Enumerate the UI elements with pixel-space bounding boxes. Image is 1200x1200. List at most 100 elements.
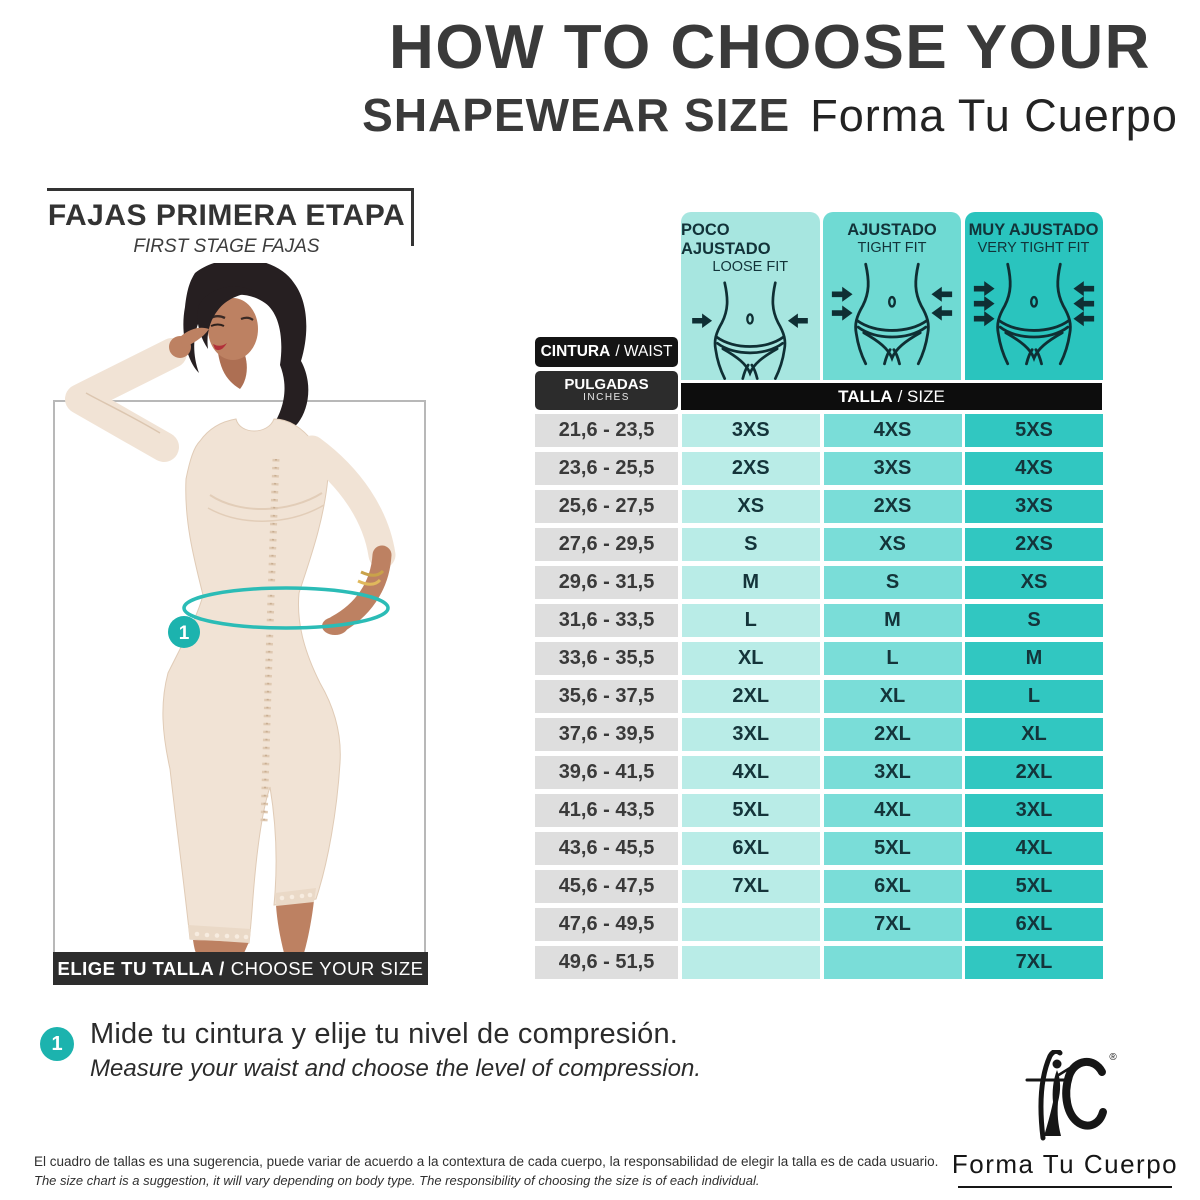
waist-range-cell: 49,6 - 51,5 [535,946,678,979]
waist-header-box: CINTURA / WAIST [535,337,678,367]
waist-range-cell: 39,6 - 41,5 [535,756,678,789]
waist-range-cell: 45,6 - 47,5 [535,870,678,903]
waist-range-cell: 31,6 - 33,5 [535,604,678,637]
size-cell: XS [965,566,1103,599]
size-cell: XL [965,718,1103,751]
size-cell: 4XL [681,756,820,789]
step-1-text-es: Mide tu cintura y elije tu nivel de comp… [90,1018,679,1050]
footer-logo: ® Forma Tu Cuerpo [950,1048,1180,1188]
disclaimer-en: The size chart is a suggestion, it will … [34,1172,760,1188]
fit-panel-loose-fit: POCO AJUSTADO LOOSE FIT [681,212,820,380]
disclaimer: El cuadro de tallas es una sugerencia, p… [34,1152,938,1190]
fingers [180,327,209,348]
fit-label-en: LOOSE FIT [712,258,789,275]
waist-header-es: CINTURA [540,343,611,360]
waist-range-cell: 27,6 - 29,5 [535,528,678,561]
size-cell: 2XS [823,490,962,523]
lace-scallops [194,892,313,940]
lace-trim-back [275,888,316,906]
front-shin [193,940,249,953]
size-cell: L [823,642,962,675]
fit-panels: POCO AJUSTADO LOOSE FIT AJUSTADO TIGHT FIT… [681,212,1103,380]
size-cell: 6XL [823,870,962,903]
size-cell: 7XL [681,870,820,903]
size-cell: 5XL [965,870,1103,903]
eyebrow-2 [240,316,254,321]
size-cell: 4XL [823,794,962,827]
size-cell: 2XS [965,528,1103,561]
size-cell: S [681,528,820,561]
fit-label-es: POCO AJUSTADO [681,221,771,258]
fit-panel-very-tight-fit: MUY AJUSTADO VERY TIGHT FIT [964,212,1103,380]
compression-torso-icon [692,281,809,380]
size-cell: L [681,604,820,637]
sleeve-seam [85,392,161,434]
size-cell: 3XL [965,794,1103,827]
fajas-subheading: FIRST STAGE FAJAS [133,236,320,257]
measure-badge [168,616,200,648]
size-cell: 7XL [965,946,1103,979]
waist-range-cell: 29,6 - 31,5 [535,566,678,599]
waist-range-cell: 41,6 - 43,5 [535,794,678,827]
hair [183,263,309,434]
size-table-rows: 21,6 - 23,5 3XS 4XS 5XS 23,6 - 25,5 2XS 3XS 4XS… [535,414,1103,979]
compression-torso-icon [973,262,1094,365]
size-cell: XL [823,680,962,713]
size-cell: M [823,604,962,637]
bracelet [360,569,385,577]
face [208,298,258,360]
bracelet-2 [357,578,382,586]
title-shapewear-size: SHAPEWEAR SIZE [362,89,791,142]
size-cell: 5XL [681,794,820,827]
caption-bold: ELIGE TU TALLA / [57,957,225,979]
footer-brand-text: Forma Tu Cuerpo [951,1149,1179,1179]
units-box: PULGADAS INCHES [535,371,678,410]
measure-badge-number: 1 [179,623,190,644]
eye [210,323,225,327]
size-cell [681,908,820,941]
size-cell: XS [681,490,820,523]
divider-horizontal [47,188,413,191]
lips [213,343,227,351]
waist-range-cell: 35,6 - 37,5 [535,680,678,713]
size-cell [681,946,820,979]
size-cell: L [965,680,1103,713]
size-cell: 7XL [823,908,962,941]
size-cell: 3XS [681,414,820,447]
fit-panel-tight-fit: AJUSTADO TIGHT FIT [823,212,961,380]
underbust-seam [207,504,325,522]
fit-label-en: VERY TIGHT FIT [977,239,1090,256]
size-cell: 4XS [823,414,962,447]
waist-header-en: / WAIST [615,343,673,360]
logo-f-stroke [1038,1048,1063,1141]
fit-label-es: MUY AJUSTADO [968,221,1099,239]
waist-range-cell: 43,6 - 45,5 [535,832,678,865]
size-header-en: / SIZE [897,386,945,406]
size-cell: 4XS [965,452,1103,485]
size-cell: M [681,566,820,599]
logo-c-stroke [1062,1058,1107,1130]
step-1-badge: 1 [40,1027,74,1061]
size-cell: 2XL [965,756,1103,789]
step-1-number: 1 [51,1032,63,1055]
size-header-bar: TALLA / SIZE [681,383,1102,410]
units-es: PULGADAS [564,376,649,394]
size-cell: S [823,566,962,599]
neck [218,353,247,389]
bust-seam [209,492,323,510]
choose-size-caption: ELIGE TU TALLA / CHOOSE YOUR SIZE [53,952,428,985]
model-illustration: 1 [65,263,396,953]
size-cell: 2XL [681,680,820,713]
waist-range-cell: 47,6 - 49,5 [535,908,678,941]
waist-range-cell: 33,6 - 35,5 [535,642,678,675]
size-cell: 3XL [681,718,820,751]
size-cell: 2XS [681,452,820,485]
size-cell: 6XL [681,832,820,865]
disclaimer-es: El cuadro de tallas es una sugerencia, p… [34,1154,939,1169]
brand-wordmark: Forma Tu Cuerpo [810,90,1178,142]
lace-trim-front [188,925,251,943]
registered-mark: ® [1109,1052,1117,1063]
size-cell: XS [823,528,962,561]
size-cell: 3XS [823,452,962,485]
